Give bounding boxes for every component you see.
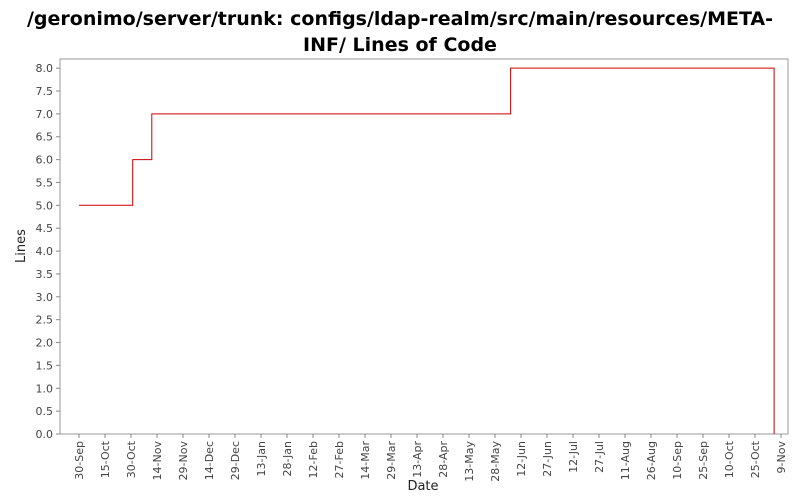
y-tick-label: 0.0 xyxy=(36,428,54,441)
chart-title-line-2: INF/ Lines of Code xyxy=(303,34,497,56)
y-tick-label: 2.0 xyxy=(36,337,54,350)
y-tick-label: 1.5 xyxy=(36,359,54,372)
y-tick-label: 4.5 xyxy=(36,222,54,235)
x-tick-label: 28-Jan xyxy=(281,441,294,477)
x-tick-label: 15-Oct xyxy=(99,440,112,478)
y-tick-label: 6.5 xyxy=(36,131,54,144)
y-tick-label: 4.0 xyxy=(36,245,54,258)
x-tick-label: 27-Feb xyxy=(333,441,346,478)
plot-area xyxy=(59,58,789,435)
y-tick-label: 3.5 xyxy=(36,268,54,281)
series-line xyxy=(79,67,775,434)
y-tick-label: 3.0 xyxy=(36,291,54,304)
x-tick-label: 28-Apr xyxy=(437,441,450,478)
x-tick-label: 13-Jan xyxy=(255,441,268,477)
x-tick-label: 29-Nov xyxy=(177,441,190,481)
x-tick-label: 26-Aug xyxy=(645,441,658,480)
y-tick-label: 8.0 xyxy=(36,62,54,75)
x-tick-label: 27-Jun xyxy=(541,441,554,477)
y-tick-label: 5.5 xyxy=(36,176,54,189)
x-tick-label: 27-Jul xyxy=(593,441,606,473)
x-tick-label: 25-Oct xyxy=(749,440,762,478)
y-tick-label: 7.0 xyxy=(36,108,54,121)
x-tick-label: 9-Nov xyxy=(775,441,788,474)
y-tick-label: 1.0 xyxy=(36,382,54,395)
x-axis-label: Date xyxy=(407,479,438,494)
y-tick-label: 6.0 xyxy=(36,154,54,167)
y-tick-label: 7.5 xyxy=(36,85,54,98)
y-tick-label: 5.0 xyxy=(36,199,54,212)
x-tick-label: 12-Jun xyxy=(515,441,528,477)
x-tick-label: 28-May xyxy=(489,441,502,482)
x-tick-label: 12-Feb xyxy=(307,441,320,478)
x-tick-label: 29-Mar xyxy=(385,441,398,480)
x-tick-label: 10-Sep xyxy=(671,441,684,480)
x-tick-label: 30-Sep xyxy=(73,441,86,480)
x-tick-label: 30-Oct xyxy=(125,440,138,478)
x-tick-label: 10-Oct xyxy=(723,440,736,478)
series-layer xyxy=(79,67,775,434)
y-axis-label: Lines xyxy=(14,229,29,263)
x-axis: 30-Sep 15-Oct 30-Oct 14-Nov 29-Nov 14-Dec 29-D… xyxy=(73,434,788,482)
chart-title: /geronimo/server/trunk: configs/ldap-rea… xyxy=(0,6,800,58)
y-tick-label: 2.5 xyxy=(36,314,54,327)
y-tick-label: 0.5 xyxy=(36,405,54,418)
x-tick-label: 14-Mar xyxy=(359,441,372,480)
x-tick-label: 14-Dec xyxy=(203,441,216,480)
chart-title-line-1: /geronimo/server/trunk: configs/ldap-rea… xyxy=(26,8,774,30)
x-tick-label: 11-Aug xyxy=(619,441,632,480)
x-tick-label: 13-May xyxy=(463,441,476,482)
x-tick-label: 29-Dec xyxy=(229,441,242,480)
x-tick-label: 13-Apr xyxy=(411,441,424,478)
x-tick-label: 25-Sep xyxy=(697,441,710,480)
y-axis: 0.0 0.5 1.0 1.5 2.0 2.5 3.0 3.5 4.0 4.5 5.0 5.5 6.0 6… xyxy=(36,62,60,441)
x-tick-label: 12-Jul xyxy=(567,441,580,473)
x-tick-label: 14-Nov xyxy=(151,441,164,481)
